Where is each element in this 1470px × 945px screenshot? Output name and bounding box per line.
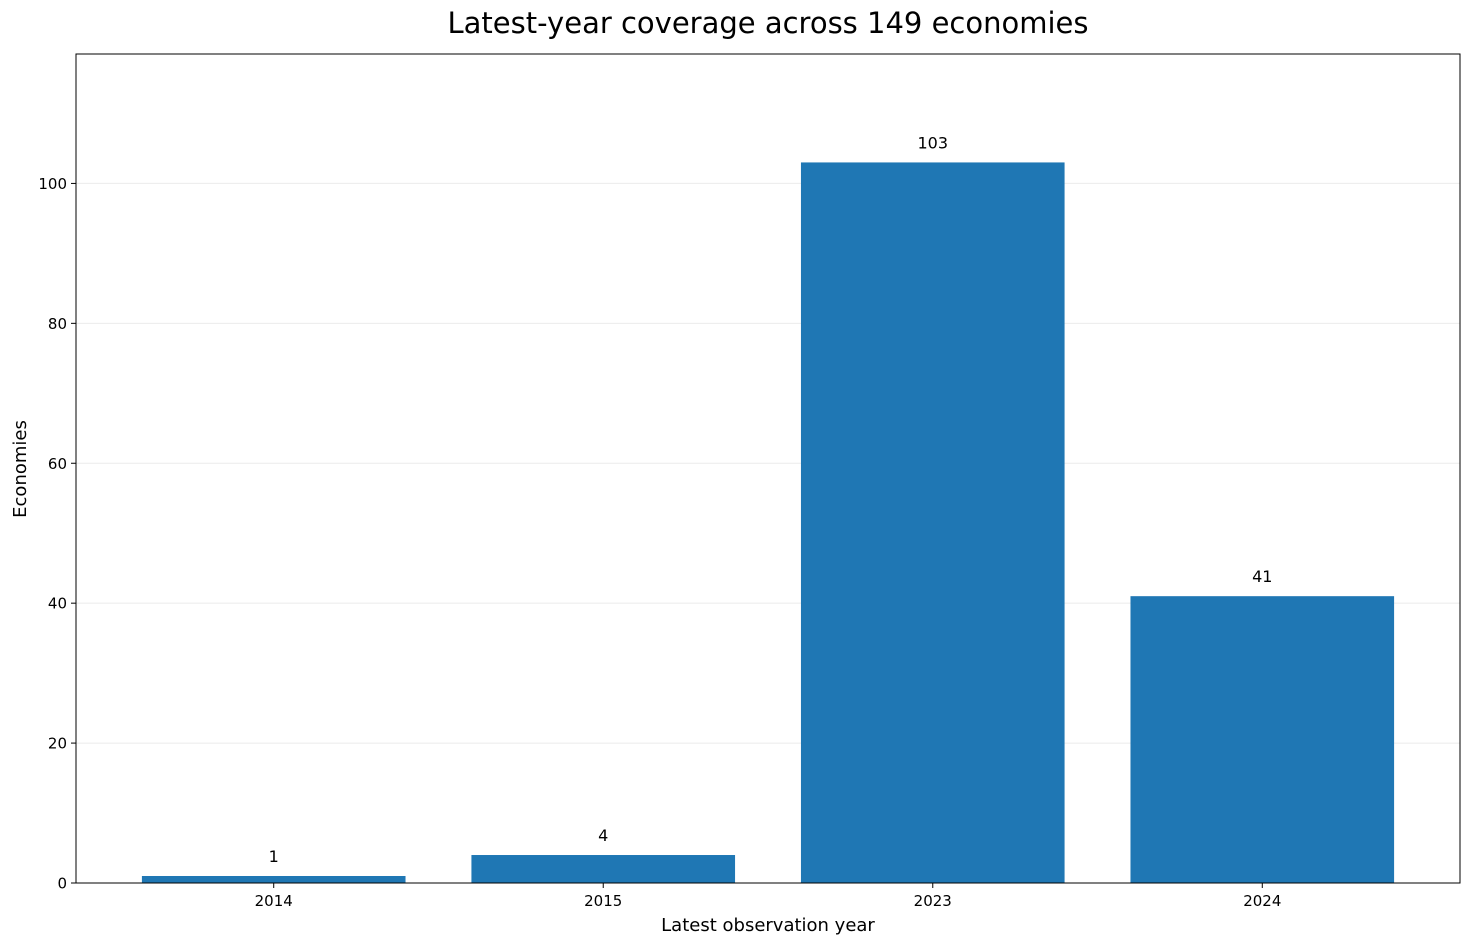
y-tick-label: 100 — [38, 175, 67, 193]
bar-2023 — [800, 162, 1065, 884]
data-label-2024: 41 — [1252, 567, 1272, 586]
y-axis-label: Economies — [10, 420, 31, 518]
y-tick-label: 0 — [57, 875, 67, 893]
bar-2014 — [141, 876, 406, 883]
y-axis-ticks: 0 20 40 60 80 100 — [38, 175, 76, 893]
data-label-2023: 103 — [917, 133, 948, 152]
x-axis-label: Latest observation year — [661, 915, 875, 936]
x-tick-label: 2015 — [584, 892, 622, 910]
y-tick-label: 20 — [48, 735, 67, 753]
data-labels: 1 4 103 41 — [269, 133, 1273, 866]
data-label-2015: 4 — [598, 826, 608, 845]
data-label-2014: 1 — [269, 847, 279, 866]
bars — [141, 162, 1395, 884]
y-tick-label: 80 — [48, 315, 67, 333]
plot-frame — [75, 53, 1461, 884]
bar-2015 — [471, 855, 736, 883]
y-tick-label: 40 — [48, 595, 67, 613]
x-tick-label: 2014 — [255, 892, 293, 910]
chart-title: Latest-year coverage across 149 economie… — [447, 6, 1088, 40]
x-tick-label: 2023 — [914, 892, 952, 910]
x-axis-ticks: 2014 2015 2023 2024 — [255, 883, 1281, 910]
y-tick-label: 60 — [48, 455, 67, 473]
x-tick-label: 2024 — [1243, 892, 1281, 910]
bar-2024 — [1130, 596, 1395, 883]
